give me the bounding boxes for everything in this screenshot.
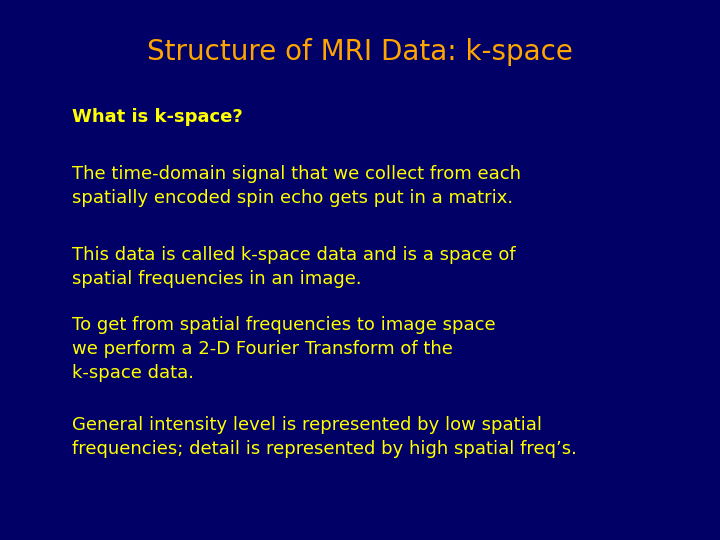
Text: The time-domain signal that we collect from each
spatially encoded spin echo get: The time-domain signal that we collect f… xyxy=(72,165,521,207)
Text: General intensity level is represented by low spatial
frequencies; detail is rep: General intensity level is represented b… xyxy=(72,416,577,458)
Text: This data is called k-space data and is a space of
spatial frequencies in an ima: This data is called k-space data and is … xyxy=(72,246,516,288)
Text: To get from spatial frequencies to image space
we perform a 2-D Fourier Transfor: To get from spatial frequencies to image… xyxy=(72,316,495,382)
Text: Structure of MRI Data: k-space: Structure of MRI Data: k-space xyxy=(147,38,573,66)
Text: What is k-space?: What is k-space? xyxy=(72,108,243,126)
